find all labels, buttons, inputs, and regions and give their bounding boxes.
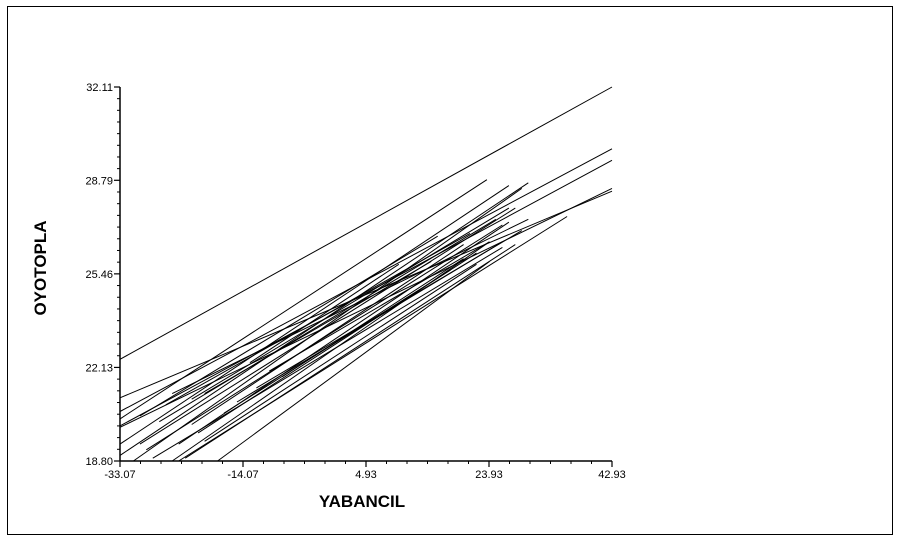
- series-line: [217, 261, 490, 462]
- series-line: [204, 261, 432, 395]
- series-line: [171, 218, 529, 395]
- series-line: [171, 241, 490, 462]
- series-line: [282, 258, 464, 378]
- x-tick-label: 4.93: [355, 469, 376, 481]
- series-line: [139, 235, 438, 417]
- x-tick-label: 23.93: [475, 469, 503, 481]
- series-line: [204, 263, 477, 442]
- series-line: [139, 207, 516, 445]
- y-tick-label: 22.13: [85, 362, 113, 374]
- x-tick-label: -14.07: [227, 469, 258, 481]
- x-axis-title: YABANCIL: [319, 492, 405, 511]
- y-tick-label: 18.80: [85, 456, 113, 468]
- series-line: [119, 187, 613, 428]
- x-tick-label: 42.93: [598, 469, 626, 481]
- series-line: [119, 185, 510, 445]
- series-line: [249, 263, 400, 364]
- series-line: [152, 246, 503, 459]
- series-line: [191, 244, 464, 425]
- series-line: [146, 224, 503, 451]
- series-line: [159, 218, 497, 423]
- series-line: [133, 187, 523, 462]
- y-tick-label: 32.11: [86, 82, 113, 94]
- axes: 18.80 22.13 25.46 28.79 32.11 -33.07 -14.07 4.9…: [85, 82, 625, 481]
- series-line: [178, 216, 568, 462]
- series-lines: [119, 86, 613, 462]
- axis-ticks: 18.80 22.13 25.46 28.79 32.11 -33.07 -14.07 4.9…: [85, 82, 625, 481]
- series-line: [191, 207, 510, 400]
- y-axis-title: OYOTOPLA: [31, 220, 50, 315]
- x-tick-label: -33.07: [104, 469, 135, 481]
- series-line: [197, 252, 477, 434]
- y-tick-label: 25.46: [85, 269, 113, 281]
- series-line: [269, 241, 490, 372]
- series-line: [119, 179, 488, 420]
- series-line: [119, 86, 613, 360]
- y-tick-label: 28.79: [85, 175, 113, 187]
- series-line: [119, 159, 613, 427]
